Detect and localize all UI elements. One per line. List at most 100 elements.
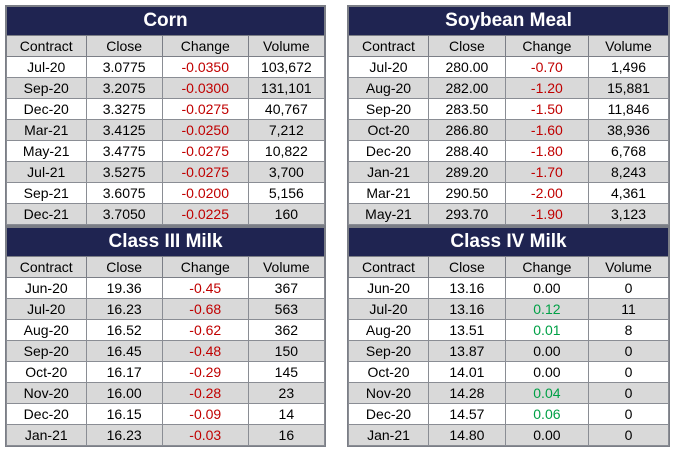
cell-contract: May-21	[348, 203, 429, 225]
cell-close: 16.17	[85, 361, 163, 383]
column-header-volume: Volume	[587, 256, 670, 278]
soybean-meal-table: Soybean Meal Contract Close Change Volume J…	[347, 5, 670, 226]
cell-change: 0.00	[504, 424, 589, 446]
cell-contract: Jul-20	[6, 298, 87, 320]
cell-close: 286.80	[428, 119, 506, 141]
cell-contract: Jul-20	[348, 56, 429, 78]
table-row: Jul-20 16.23 -0.68 563	[6, 298, 326, 320]
cell-volume: 11,846	[587, 98, 670, 120]
cell-contract: Oct-20	[6, 361, 87, 383]
cell-change: 0.12	[504, 298, 589, 320]
table-row: Oct-20 14.01 0.00 0	[348, 361, 670, 383]
cell-volume: 0	[587, 403, 670, 425]
cell-volume: 10,822	[247, 140, 326, 162]
table-row: Sep-21 3.6075 -0.0200 5,156	[6, 182, 326, 204]
cell-volume: 563	[247, 298, 326, 320]
table-row: Dec-20 3.3275 -0.0275 40,767	[6, 98, 326, 120]
cell-contract: Mar-21	[348, 182, 429, 204]
cell-close: 14.01	[428, 361, 506, 383]
cell-close: 283.50	[428, 98, 506, 120]
cell-change: 0.00	[504, 361, 589, 383]
cell-volume: 3,700	[247, 161, 326, 183]
column-header-contract: Contract	[348, 256, 429, 278]
cell-contract: Jul-20	[348, 298, 429, 320]
cell-change: -1.90	[504, 203, 589, 225]
cell-volume: 7,212	[247, 119, 326, 141]
column-header-contract: Contract	[6, 35, 87, 57]
cell-volume: 8	[587, 319, 670, 341]
cell-contract: Dec-21	[6, 203, 87, 225]
table-row: Oct-20 16.17 -0.29 145	[6, 361, 326, 383]
cell-volume: 23	[247, 382, 326, 404]
cell-close: 3.4775	[85, 140, 163, 162]
cell-close: 16.23	[85, 298, 163, 320]
cell-close: 13.16	[428, 298, 506, 320]
cell-contract: Dec-20	[6, 98, 87, 120]
cell-volume: 0	[587, 382, 670, 404]
cell-change: -0.0225	[161, 203, 249, 225]
cell-volume: 6,768	[587, 140, 670, 162]
cell-close: 293.70	[428, 203, 506, 225]
cell-volume: 160	[247, 203, 326, 225]
column-header-change: Change	[504, 35, 589, 57]
table-row: Sep-20 283.50 -1.50 11,846	[348, 98, 670, 120]
cell-volume: 103,672	[247, 56, 326, 78]
cell-volume: 0	[587, 424, 670, 446]
cell-volume: 0	[587, 361, 670, 383]
cell-change: -0.0275	[161, 140, 249, 162]
cell-close: 13.16	[428, 277, 506, 299]
cell-change: -1.70	[504, 161, 589, 183]
cell-change: -0.0275	[161, 98, 249, 120]
cell-change: -0.0200	[161, 182, 249, 204]
cell-close: 19.36	[85, 277, 163, 299]
table-row: Nov-20 16.00 -0.28 23	[6, 382, 326, 404]
table-title: Class IV Milk	[348, 227, 669, 257]
cell-change: -2.00	[504, 182, 589, 204]
cell-close: 16.52	[85, 319, 163, 341]
cell-change: -1.20	[504, 77, 589, 99]
cell-change: -0.0350	[161, 56, 249, 78]
cell-volume: 5,156	[247, 182, 326, 204]
cell-change: -0.0250	[161, 119, 249, 141]
column-header-contract: Contract	[6, 256, 87, 278]
cell-change: -0.45	[161, 277, 249, 299]
table-row: Sep-20 16.45 -0.48 150	[6, 340, 326, 362]
cell-change: 0.00	[504, 340, 589, 362]
cell-volume: 14	[247, 403, 326, 425]
cell-close: 14.28	[428, 382, 506, 404]
table-row: Nov-20 14.28 0.04 0	[348, 382, 670, 404]
table-row: Jan-21 14.80 0.00 0	[348, 424, 670, 446]
cell-change: -1.80	[504, 140, 589, 162]
table-row: Dec-20 288.40 -1.80 6,768	[348, 140, 670, 162]
cell-volume: 40,767	[247, 98, 326, 120]
cell-change: 0.01	[504, 319, 589, 341]
cell-close: 14.80	[428, 424, 506, 446]
cell-contract: May-21	[6, 140, 87, 162]
cell-volume: 0	[587, 340, 670, 362]
cell-close: 3.5275	[85, 161, 163, 183]
column-header-close: Close	[85, 256, 163, 278]
cell-volume: 3,123	[587, 203, 670, 225]
table-row: Jan-21 289.20 -1.70 8,243	[348, 161, 670, 183]
class-iii-milk-table: Class III Milk Contract Close Change Volume…	[5, 226, 326, 447]
table-row: Jan-21 16.23 -0.03 16	[6, 424, 326, 446]
table-row: Sep-20 3.2075 -0.0300 131,101	[6, 77, 326, 99]
cell-contract: Jun-20	[6, 277, 87, 299]
table-row: Jun-20 19.36 -0.45 367	[6, 277, 326, 299]
cell-change: -0.0275	[161, 161, 249, 183]
cell-close: 3.4125	[85, 119, 163, 141]
cell-volume: 145	[247, 361, 326, 383]
table-row: Aug-20 16.52 -0.62 362	[6, 319, 326, 341]
cell-change: -0.29	[161, 361, 249, 383]
cell-volume: 131,101	[247, 77, 326, 99]
cell-contract: Sep-20	[348, 340, 429, 362]
cell-close: 3.0775	[85, 56, 163, 78]
cell-volume: 0	[587, 277, 670, 299]
cell-change: -0.09	[161, 403, 249, 425]
cell-close: 16.15	[85, 403, 163, 425]
cell-close: 16.23	[85, 424, 163, 446]
cell-close: 16.00	[85, 382, 163, 404]
table-row: Jun-20 13.16 0.00 0	[348, 277, 670, 299]
column-header-change: Change	[504, 256, 589, 278]
table-row: Jul-20 280.00 -0.70 1,496	[348, 56, 670, 78]
